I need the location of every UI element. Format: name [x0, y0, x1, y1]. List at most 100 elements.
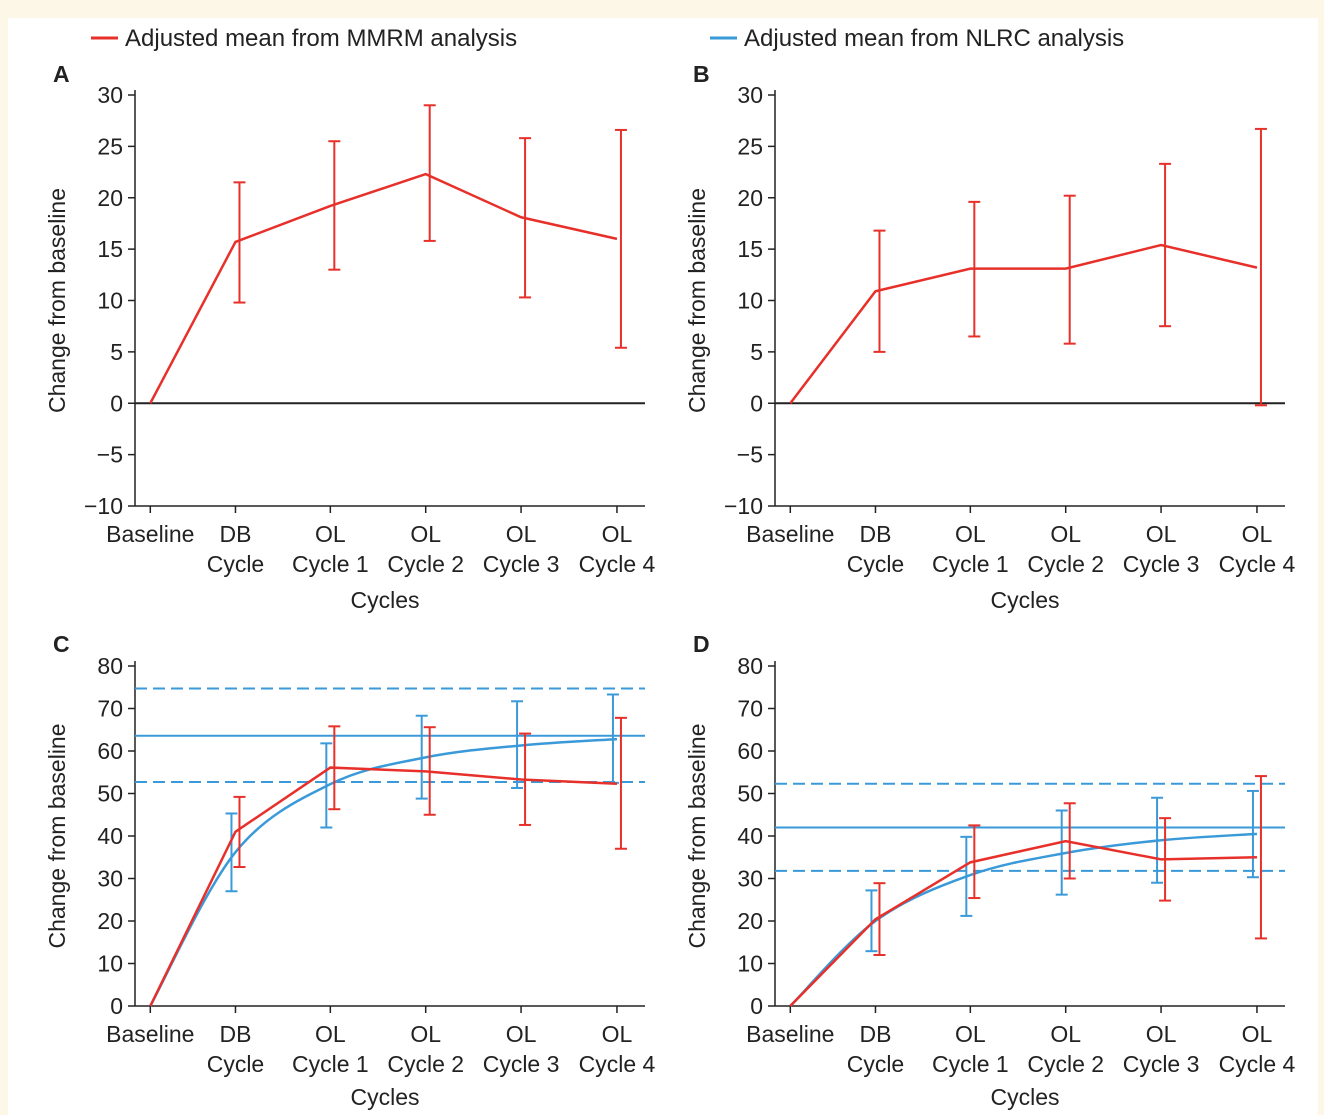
y-tick-label: −10 [724, 493, 763, 519]
y-tick-label: −5 [737, 442, 763, 468]
y-tick-label: 20 [97, 908, 123, 934]
series-line-mmrm [789, 839, 1257, 1007]
y-tick-label: 50 [737, 781, 763, 807]
y-tick-label: 10 [97, 951, 123, 977]
x-tick-label: OL [410, 521, 441, 547]
y-tick-label: 20 [737, 185, 763, 211]
y-tick-label: 0 [110, 390, 123, 416]
y-tick-label: 0 [750, 993, 763, 1019]
legend: Adjusted mean from MMRM analysis Adjuste… [91, 25, 1124, 52]
series-mmrm [149, 716, 627, 1007]
y-tick-label: 25 [737, 133, 763, 159]
figure-canvas: Adjusted mean from MMRM analysis Adjuste… [44, 25, 1295, 1110]
x-tick-label: Cycle 3 [1123, 1051, 1200, 1077]
y-tick-label: 30 [97, 82, 123, 108]
series-line-mmrm [149, 172, 618, 404]
x-tick-label: Baseline [746, 1021, 834, 1047]
series-line-mmrm [789, 243, 1258, 405]
x-tick-label: Cycle 4 [579, 1051, 656, 1077]
x-axis-title: Cycles [990, 587, 1059, 613]
x-axis-title: Cycles [350, 587, 419, 613]
x-tick-label: OL [506, 1021, 537, 1047]
y-tick-label: 60 [737, 738, 763, 764]
y-tick-label: 30 [737, 82, 763, 108]
x-tick-label: Cycle 2 [387, 1051, 464, 1077]
legend-item-nlrc: Adjusted mean from NLRC analysis [710, 25, 1124, 52]
x-tick-label: Cycle [207, 1051, 265, 1077]
series-line-mmrm [149, 766, 618, 1007]
x-tick-label: Cycle 2 [1027, 1051, 1104, 1077]
legend-item-mmrm: Adjusted mean from MMRM analysis [91, 25, 517, 52]
y-tick-label: 10 [737, 951, 763, 977]
y-tick-label: 70 [737, 696, 763, 722]
x-tick-label: Baseline [106, 521, 194, 547]
y-tick-label: 0 [110, 993, 123, 1019]
panel-letter: B [693, 61, 710, 87]
y-axis-title: Change from baseline [684, 188, 710, 413]
y-tick-label: 30 [737, 866, 763, 892]
y-tick-label: 70 [97, 696, 123, 722]
x-tick-label: Cycle 3 [483, 1051, 560, 1077]
y-tick-label: 40 [737, 823, 763, 849]
x-tick-label: OL [506, 521, 537, 547]
y-tick-label: 50 [97, 781, 123, 807]
x-tick-label: DB [219, 521, 251, 547]
error-bar-mmrm [614, 716, 627, 850]
series-mmrm [789, 127, 1267, 407]
x-tick-label: Cycle 4 [1219, 551, 1296, 577]
y-tick-label: 60 [97, 738, 123, 764]
x-axis-title: Cycles [350, 1084, 419, 1110]
error-bar-mmrm [423, 104, 436, 242]
y-tick-label: 15 [737, 236, 763, 262]
x-tick-label: OL [410, 1021, 441, 1047]
legend-label-mmrm: Adjusted mean from MMRM analysis [125, 25, 517, 52]
error-bar-nlrc [225, 812, 238, 893]
y-tick-label: 5 [110, 339, 123, 365]
x-tick-label: Cycle 4 [579, 551, 656, 577]
y-tick-label: 20 [97, 185, 123, 211]
y-tick-label: 80 [97, 653, 123, 679]
x-tick-label: DB [219, 1021, 251, 1047]
x-tick-label: OL [1050, 521, 1081, 547]
error-bar-mmrm [873, 882, 886, 956]
y-tick-label: 20 [737, 908, 763, 934]
y-tick-label: 15 [97, 236, 123, 262]
x-tick-label: OL [315, 1021, 346, 1047]
y-tick-label: 30 [97, 866, 123, 892]
error-bar-mmrm [1254, 127, 1267, 407]
panel-letter: D [693, 631, 710, 657]
y-tick-label: −10 [84, 493, 123, 519]
y-tick-label: 0 [750, 390, 763, 416]
x-tick-label: OL [1050, 1021, 1081, 1047]
x-tick-label: DB [859, 521, 891, 547]
panel-letter: A [53, 61, 70, 87]
series-mmrm [789, 775, 1267, 1007]
legend-label-nlrc: Adjusted mean from NLRC analysis [744, 25, 1124, 52]
y-tick-label: 10 [97, 288, 123, 314]
x-tick-label: OL [602, 1021, 633, 1047]
x-tick-label: Cycle 1 [292, 1051, 369, 1077]
figure: Adjusted mean from MMRM analysis Adjuste… [8, 18, 1318, 1115]
x-axis-title: Cycles [990, 1084, 1059, 1110]
x-tick-label: Cycle [207, 551, 265, 577]
x-tick-label: Cycle 1 [932, 551, 1009, 577]
x-tick-label: OL [315, 521, 346, 547]
error-bar-mmrm [1063, 194, 1076, 345]
y-tick-label: 10 [737, 288, 763, 314]
series-line-nlrc [789, 832, 1258, 1007]
y-tick-label: 80 [737, 653, 763, 679]
error-bar-mmrm [1254, 775, 1267, 940]
x-tick-label: OL [1146, 521, 1177, 547]
x-tick-label: Cycle 2 [1027, 551, 1104, 577]
y-axis-title: Change from baseline [684, 723, 710, 948]
y-tick-label: 5 [750, 339, 763, 365]
x-tick-label: OL [1242, 521, 1273, 547]
series-nlrc [149, 693, 619, 1007]
x-tick-label: OL [602, 521, 633, 547]
x-tick-label: Cycle 2 [387, 551, 464, 577]
y-axis-title: Change from baseline [44, 723, 70, 948]
x-tick-label: Cycle 4 [1219, 1051, 1296, 1077]
